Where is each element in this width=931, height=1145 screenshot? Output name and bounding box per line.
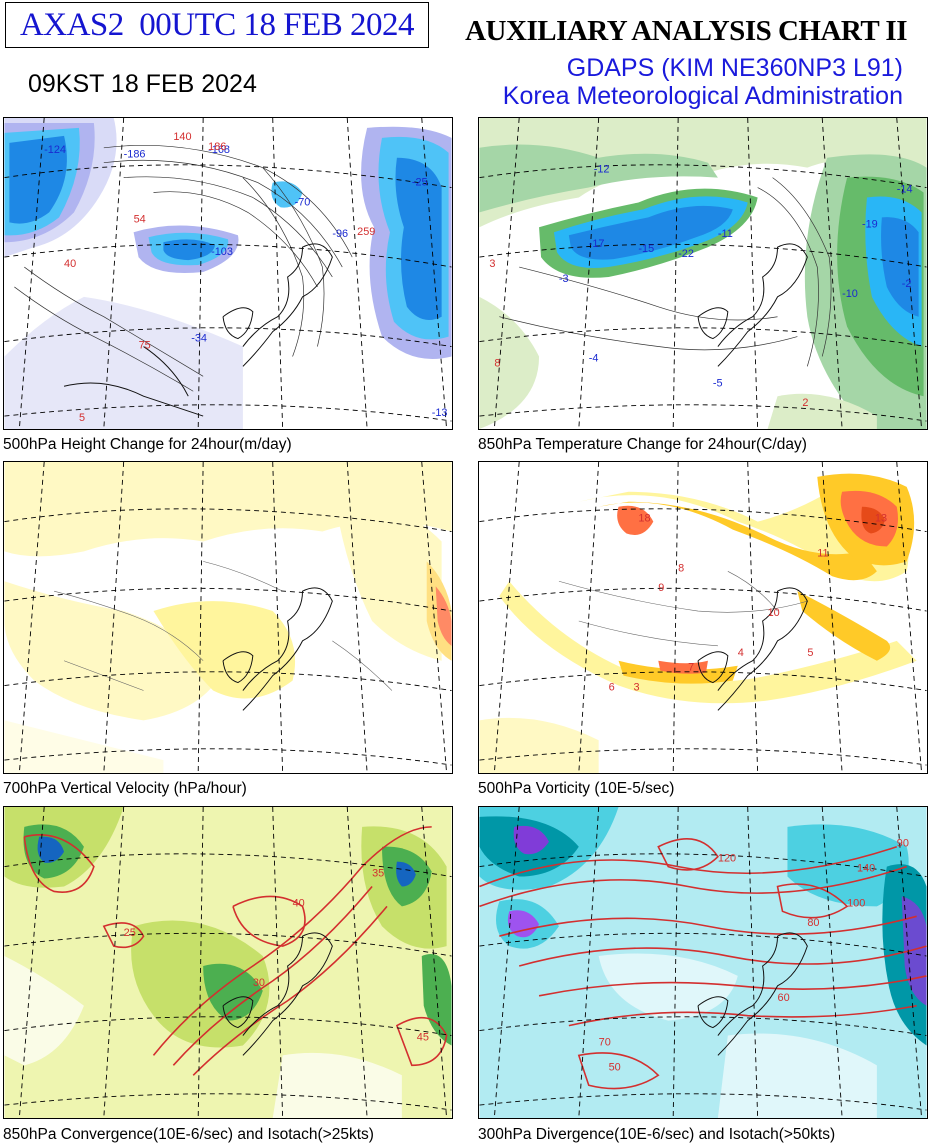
divergence-map: 100 120 140 80 60 50 70 90 — [478, 806, 928, 1119]
contour-value-label: -186 — [124, 149, 146, 161]
contour-value-label: -103 — [211, 246, 233, 258]
contour-value-label: -11 — [718, 228, 733, 240]
contour-value-label: 4 — [738, 647, 744, 659]
contour-value-label: 6 — [609, 682, 615, 694]
contour-value-label: -10 — [842, 288, 858, 300]
divergence-map-canvas: 100 120 140 80 60 50 70 90 — [479, 807, 927, 1118]
vertical-velocity-map — [3, 461, 453, 774]
contour-value-label: -70 — [295, 196, 311, 208]
contour-value-label: -4 — [589, 352, 599, 364]
convergence-caption: 850hPa Convergence(10E-6/sec) and Isotac… — [3, 1126, 374, 1143]
convergence-map: 40 35 30 25 45 — [3, 806, 453, 1119]
contour-value-label: 60 — [778, 992, 790, 1004]
contour-value-label: -15 — [638, 243, 654, 255]
contour-value-label: 11 — [817, 547, 828, 559]
contour-value-label: 13 — [875, 513, 887, 525]
contour-value-label: 18 — [638, 513, 650, 525]
contour-value-label: 45 — [417, 1031, 429, 1043]
contour-value-label: -168 — [208, 144, 230, 156]
contour-value-label: 54 — [134, 213, 146, 225]
kst-time: 09KST 18 FEB 2024 — [28, 70, 257, 98]
height-change-caption: 500hPa Height Change for 24hour(m/day) — [3, 436, 292, 453]
contour-value-label: 70 — [599, 1036, 611, 1048]
contour-value-label: 2 — [802, 397, 808, 409]
contour-value-label: -17 — [589, 238, 605, 250]
contour-value-label: 140 — [173, 131, 191, 143]
contour-value-label: 10 — [768, 607, 780, 619]
model-name: GDAPS (KIM NE360NP3 L91) — [566, 54, 903, 82]
contour-value-label: -96 — [332, 228, 348, 240]
contour-value-label: 100 — [847, 897, 865, 909]
contour-value-label: -13 — [432, 407, 448, 419]
contour-value-label: 8 — [494, 357, 500, 369]
contour-value-label: 75 — [139, 340, 151, 352]
contour-value-label: -2 — [902, 278, 912, 290]
chart-title: AUXILIARY ANALYSIS CHART II — [465, 15, 907, 47]
vorticity-map-canvas: 13 18 9 7 6 4 3 5 8 10 11 — [479, 462, 927, 773]
contour-value-label: -124 — [44, 144, 66, 156]
contour-value-label: 8 — [678, 562, 684, 574]
contour-value-label: -19 — [862, 218, 878, 230]
contour-value-label: 5 — [79, 412, 85, 424]
temperature-change-map-canvas: -12 -14 -22 -17 -10 -3 -4 -5 2 3 8 -19 -2 -11 -15 — [479, 118, 927, 429]
contour-value-label: 35 — [372, 868, 384, 880]
contour-value-label: -22 — [678, 248, 694, 260]
contour-value-label: 9 — [658, 582, 664, 594]
contour-value-label: 3 — [633, 682, 639, 694]
contour-value-label: 3 — [489, 258, 495, 270]
contour-value-label: 40 — [293, 897, 305, 909]
contour-value-label: -3 — [559, 273, 569, 285]
vorticity-caption: 500hPa Vorticity (10E-5/sec) — [478, 780, 675, 797]
contour-value-label: 40 — [64, 258, 76, 270]
contour-value-label: 120 — [718, 853, 736, 865]
vertical-velocity-map-canvas — [4, 462, 452, 773]
height-change-map: -124 -168 -96 -70 -103 -34 54 140 186 259 40 75 -13 5… — [3, 117, 453, 430]
contour-value-label: 7 — [688, 662, 694, 674]
contour-value-label: 186 — [208, 141, 226, 153]
contour-value-label: 90 — [897, 838, 909, 850]
vertical-velocity-caption: 700hPa Vertical Velocity (hPa/hour) — [3, 780, 247, 797]
contour-value-label: -12 — [594, 164, 610, 176]
contour-value-label: -25 — [412, 177, 428, 189]
contour-value-label: 25 — [124, 927, 136, 939]
temperature-change-caption: 850hPa Temperature Change for 24hour(C/d… — [478, 436, 807, 453]
contour-value-label: -34 — [191, 333, 207, 345]
contour-value-label: 5 — [807, 647, 813, 659]
contour-value-label: -5 — [713, 377, 723, 389]
contour-value-label: 259 — [357, 226, 375, 238]
vorticity-map: 13 18 9 7 6 4 3 5 8 10 11 — [478, 461, 928, 774]
height-change-map-canvas: -124 -168 -96 -70 -103 -34 54 140 186 259 40 75 -13 5… — [4, 118, 452, 429]
contour-value-label: -14 — [897, 184, 913, 196]
divergence-caption: 300hPa Divergence(10E-6/sec) and Isotach… — [478, 1126, 836, 1143]
chart-code-title: AXAS2 00UTC 18 FEB 2024 — [5, 2, 429, 48]
convergence-map-canvas: 40 35 30 25 45 — [4, 807, 452, 1118]
contour-value-label: 80 — [807, 917, 819, 929]
agency-name: Korea Meteorological Administration — [502, 82, 903, 110]
temperature-change-map: -12 -14 -22 -17 -10 -3 -4 -5 2 3 8 -19 -2 -11 -15 — [478, 117, 928, 430]
contour-value-label: 140 — [857, 863, 875, 875]
contour-value-label: 50 — [609, 1061, 621, 1073]
contour-value-label: 30 — [253, 977, 265, 989]
